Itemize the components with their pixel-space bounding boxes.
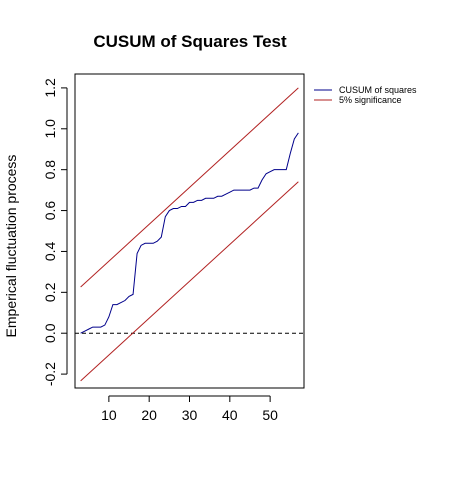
y-tick-label-1: 0.0 — [42, 323, 58, 343]
axes: 10 20 30 40 50 -0.2 0.0 0.2 0.4 0.6 0.8 1.0 1.2 — [42, 78, 278, 423]
y-tick-label-2: 0.2 — [42, 282, 58, 302]
plot-area — [75, 87, 304, 382]
series-line-cusum-of-squares — [80, 132, 299, 334]
plot-frame — [74, 73, 305, 389]
y-tick-label-0: -0.2 — [42, 362, 58, 386]
legend-label-cusum-of-squares: CUSUM of squares — [339, 85, 417, 95]
y-axis-label: Emperical fluctuation process — [3, 155, 19, 338]
series-line-5-significance-lower — [80, 181, 299, 382]
series-line-5-significance-upper — [80, 87, 299, 288]
y-tick-label-4: 0.6 — [42, 201, 58, 221]
y-tick-label-6: 1.0 — [42, 119, 58, 139]
x-tick-label-30: 30 — [182, 407, 198, 423]
x-tick-label-10: 10 — [101, 407, 117, 423]
y-tick-label-5: 0.8 — [42, 160, 58, 180]
legend-label-5-significance: 5% significance — [339, 95, 402, 105]
y-tick-label-3: 0.4 — [42, 242, 58, 262]
x-tick-label-40: 40 — [222, 407, 238, 423]
chart-title: CUSUM of Squares Test — [93, 32, 287, 51]
x-tick-label-50: 50 — [262, 407, 278, 423]
x-tick-label-20: 20 — [141, 407, 157, 423]
y-tick-label-7: 1.2 — [42, 78, 58, 98]
